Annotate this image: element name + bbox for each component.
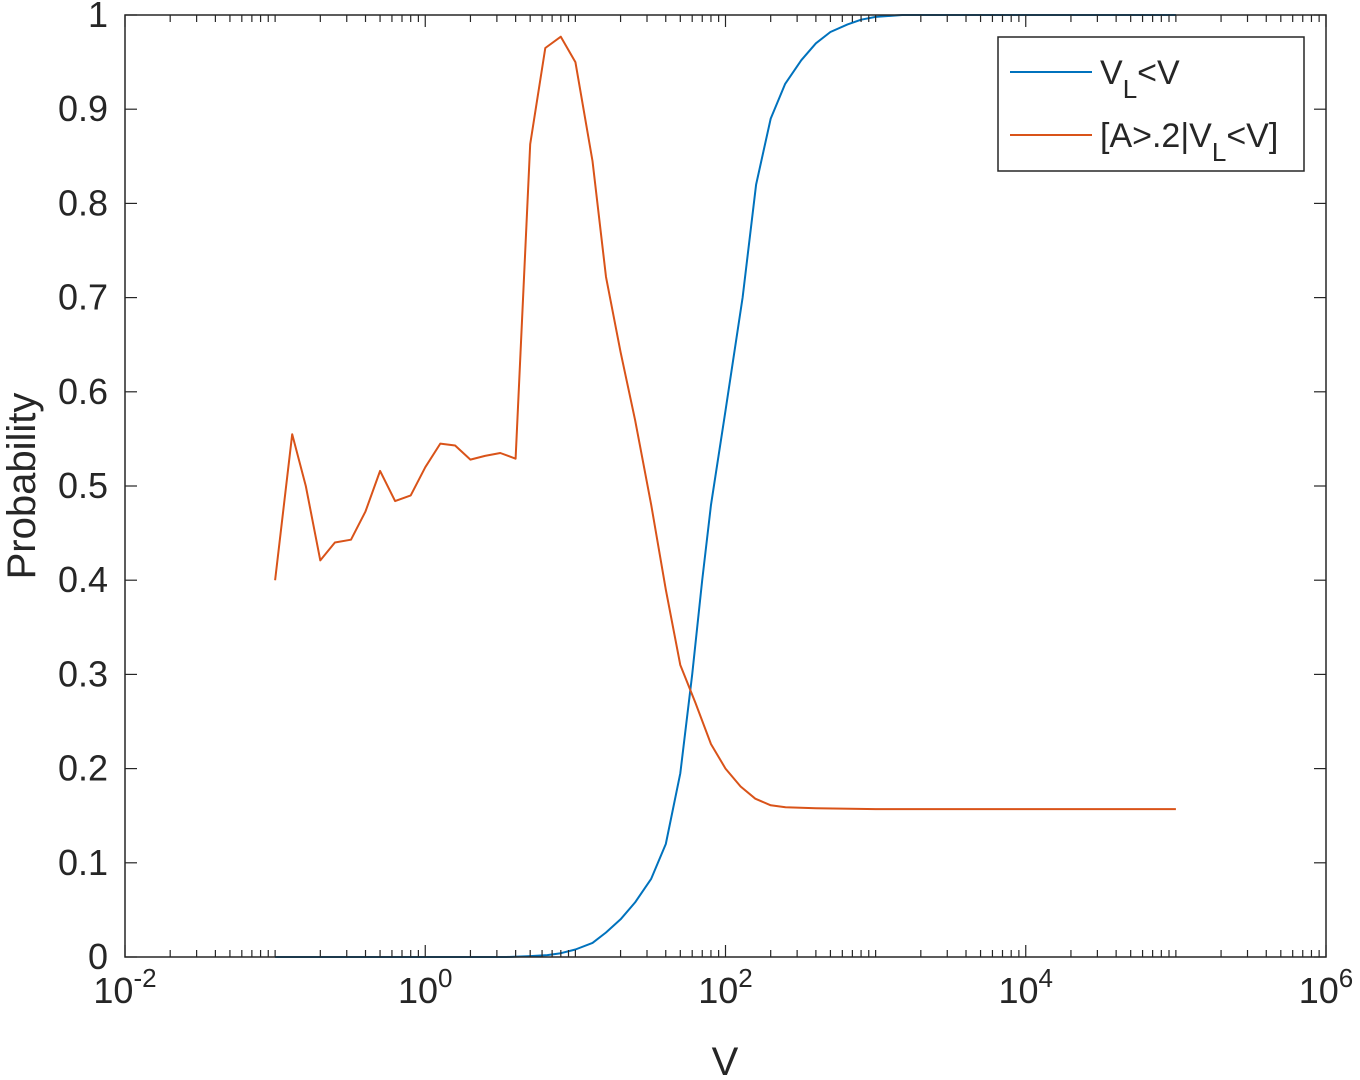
y-tick-label: 0.9 bbox=[58, 88, 108, 129]
legend-box bbox=[997, 36, 1305, 172]
plot-frame bbox=[124, 14, 1327, 958]
x-tick-label: 100 bbox=[398, 963, 453, 1011]
y-tick-label: 0.1 bbox=[58, 842, 108, 883]
series-line-2 bbox=[274, 35, 1176, 811]
x-tick-label: 102 bbox=[698, 963, 753, 1011]
x-tick-label: 104 bbox=[998, 963, 1053, 1011]
plot-area bbox=[125, 15, 1326, 957]
y-tick-labels: 0 0.1 0.2 0.3 0.4 0.5 0.6 0.7 0.8 0.9 1 bbox=[58, 0, 108, 977]
tick-layer bbox=[124, 14, 1327, 958]
legend: VL<V [A>.2|VL<V] bbox=[997, 36, 1305, 172]
y-tick-label: 0.5 bbox=[58, 465, 108, 506]
y-tick-label: 0.2 bbox=[58, 748, 108, 789]
series-layer bbox=[274, 14, 1176, 958]
series-line-1 bbox=[275, 14, 1176, 958]
y-tick-label: 0.6 bbox=[58, 371, 108, 412]
x-axis-label: V bbox=[712, 1040, 739, 1080]
y-tick-label: 0.7 bbox=[58, 277, 108, 318]
x-tick-label: 106 bbox=[1299, 963, 1354, 1011]
legend-entry-series-2: [A>.2|VL<V] bbox=[1100, 117, 1278, 167]
y-axis-label: Probability bbox=[0, 393, 44, 580]
x-tick-labels: 10-2 100 102 104 106 bbox=[93, 963, 1353, 1011]
y-tick-label: 0.8 bbox=[58, 182, 108, 223]
y-tick-label: 0.4 bbox=[58, 559, 108, 600]
x-tick-label: 10-2 bbox=[93, 963, 156, 1011]
legend-entry-series-1: VL<V bbox=[1100, 54, 1180, 104]
y-tick-label: 1 bbox=[88, 0, 108, 35]
y-tick-label: 0 bbox=[88, 936, 108, 977]
y-tick-label: 0.3 bbox=[58, 653, 108, 694]
